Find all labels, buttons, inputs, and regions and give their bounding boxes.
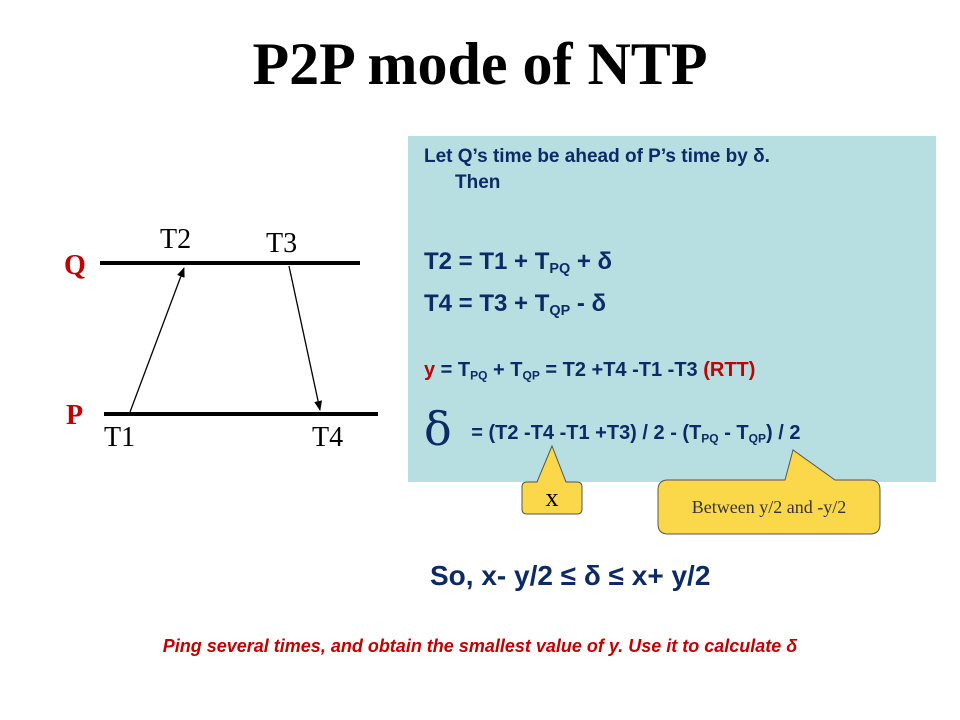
eq4-delta: δ — [424, 402, 452, 456]
eq3-c: = T2 +T4 -T1 -T3 — [539, 359, 704, 381]
message-p-to-q-arrow — [129, 267, 185, 413]
range-callout-shape — [657, 449, 881, 535]
eq1-lhs: T2 = T1 + T — [424, 248, 550, 275]
eq4-b: - T — [718, 422, 749, 444]
eq3-b: + T — [487, 359, 523, 381]
eq2-rhs: - δ — [570, 290, 607, 317]
eq3-sub2: QP — [522, 368, 540, 383]
eq3-a: = T — [435, 359, 471, 381]
eq2-lhs: T4 = T3 + T — [424, 290, 550, 317]
eq4-sub1: PQ — [701, 431, 719, 446]
equation-t2: T2 = T1 + TPQ + δ — [424, 248, 612, 277]
eq3-y: y — [424, 359, 436, 381]
p-label: P — [66, 400, 84, 431]
equations-box — [408, 136, 936, 482]
eq4-a: = (T2 -T4 -T1 +T3) / 2 - (T — [465, 422, 702, 444]
t2-label: T2 — [160, 224, 192, 255]
eq3-rtt: (RTT) — [703, 359, 756, 381]
intro-line1: Let Q’s time be ahead of P’s time by δ. — [424, 146, 770, 167]
x-callout-label: x — [545, 483, 559, 512]
eq2-sub: QP — [549, 303, 571, 319]
q-label: Q — [64, 250, 86, 281]
equation-rtt: y = TPQ + TQP = T2 +T4 -T1 -T3 (RTT) — [424, 359, 755, 383]
intro-text: Let Q’s time be ahead of P’s time by δ. … — [424, 144, 924, 196]
eq1-rhs: + δ — [570, 248, 613, 275]
eq4-sub2: QP — [748, 431, 766, 446]
message-q-to-p-arrow — [288, 265, 323, 411]
equation-t4: T4 = T3 + TQP - δ — [424, 290, 606, 319]
intro-line2: Then — [455, 172, 501, 193]
slide-title: P2P mode of NTP — [252, 31, 708, 97]
x-callout-shape — [521, 444, 583, 515]
equation-delta: δ = (T2 -T4 -T1 +T3) / 2 - (TPQ - TQP) /… — [424, 402, 800, 456]
eq3-sub1: PQ — [470, 368, 488, 383]
range-callout-label: Between y/2 and -y/2 — [691, 497, 847, 517]
t1-label: T1 — [104, 422, 136, 453]
t4-label: T4 — [312, 422, 344, 453]
conclusion-text: So, x- y/2 ≤ δ ≤ x+ y/2 — [430, 560, 711, 591]
eq1-sub: PQ — [549, 261, 571, 277]
t3-label: T3 — [266, 228, 298, 259]
footer-note: Ping several times, and obtain the small… — [162, 636, 798, 656]
eq4-c: ) / 2 — [765, 422, 801, 444]
